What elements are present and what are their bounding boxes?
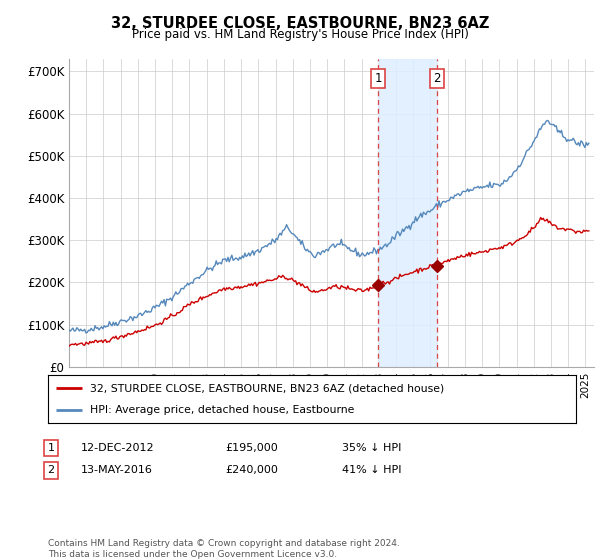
Text: 12-DEC-2012: 12-DEC-2012 xyxy=(81,443,155,453)
Text: 32, STURDEE CLOSE, EASTBOURNE, BN23 6AZ: 32, STURDEE CLOSE, EASTBOURNE, BN23 6AZ xyxy=(111,16,489,31)
Text: 41% ↓ HPI: 41% ↓ HPI xyxy=(342,465,401,475)
Text: 2: 2 xyxy=(433,72,440,85)
Text: Contains HM Land Registry data © Crown copyright and database right 2024.
This d: Contains HM Land Registry data © Crown c… xyxy=(48,539,400,559)
Text: Price paid vs. HM Land Registry's House Price Index (HPI): Price paid vs. HM Land Registry's House … xyxy=(131,28,469,41)
Text: £240,000: £240,000 xyxy=(225,465,278,475)
Text: 2: 2 xyxy=(47,465,55,475)
Text: 1: 1 xyxy=(47,443,55,453)
Text: 35% ↓ HPI: 35% ↓ HPI xyxy=(342,443,401,453)
Text: £195,000: £195,000 xyxy=(225,443,278,453)
Bar xyxy=(378,59,437,367)
Text: 32, STURDEE CLOSE, EASTBOURNE, BN23 6AZ (detached house): 32, STURDEE CLOSE, EASTBOURNE, BN23 6AZ … xyxy=(90,383,445,393)
Text: 1: 1 xyxy=(374,72,382,85)
Text: HPI: Average price, detached house, Eastbourne: HPI: Average price, detached house, East… xyxy=(90,405,355,415)
Text: 13-MAY-2016: 13-MAY-2016 xyxy=(81,465,153,475)
